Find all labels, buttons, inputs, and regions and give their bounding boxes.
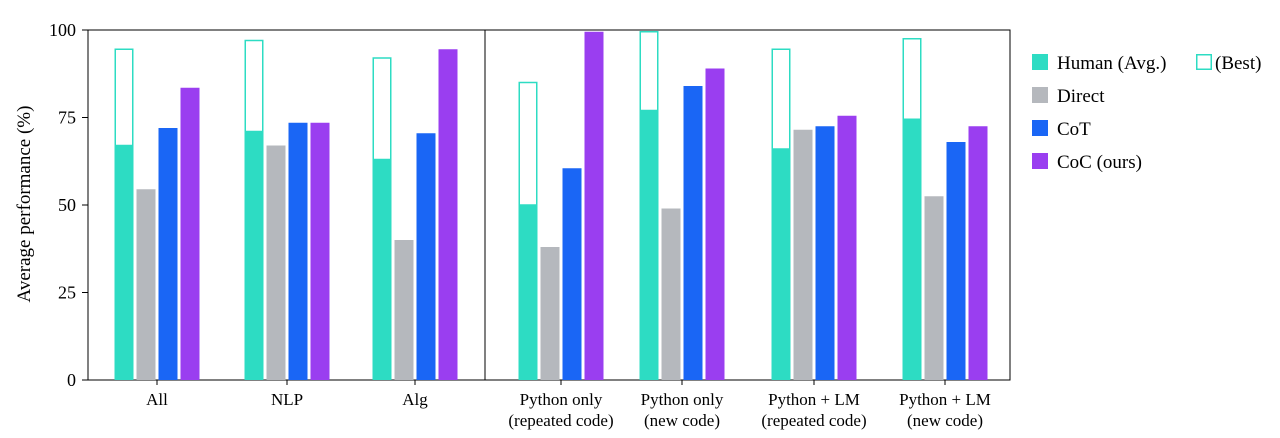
bar (540, 247, 560, 380)
bar-group (518, 31, 604, 380)
legend-label: Direct (1057, 86, 1105, 107)
bar (244, 131, 264, 380)
legend-item: Direct (1032, 86, 1105, 107)
bar (288, 122, 308, 380)
legend-swatch (1032, 120, 1048, 136)
y-tick-label: 75 (58, 108, 76, 128)
bar-best (902, 38, 922, 120)
x-tick-label: Python only (repeated code) (508, 390, 613, 430)
bar-group (902, 38, 988, 380)
bar (438, 49, 458, 380)
bar-group (244, 39, 330, 380)
bar (310, 122, 330, 380)
bar-best (771, 48, 791, 150)
bar (902, 119, 922, 380)
bars (114, 31, 988, 380)
legend-label-best: (Best) (1215, 53, 1261, 74)
bar (946, 142, 966, 380)
bar (924, 196, 944, 380)
bar (372, 159, 392, 380)
bar (639, 110, 659, 380)
x-tick-label: NLP (271, 390, 303, 409)
bar (837, 115, 857, 380)
x-tick-label: Python + LM (new code) (899, 390, 991, 430)
bar (518, 205, 538, 380)
bar-best (114, 48, 134, 147)
legend-item: CoC (ours) (1032, 152, 1142, 173)
legend-swatch (1032, 54, 1048, 70)
legend: Human (Avg.) (Best) Direct CoT CoC (ours) (1032, 53, 1261, 173)
bar-group (372, 49, 458, 380)
bar (815, 126, 835, 380)
y-tick-label: 0 (67, 370, 76, 390)
bar (584, 31, 604, 380)
bar (771, 149, 791, 380)
x-axis: All NLP Alg Python only (repeated code) Pytho… (146, 380, 991, 430)
y-tick-label: 50 (58, 195, 76, 215)
bar-best (372, 57, 392, 161)
bar (416, 133, 436, 380)
x-tick-label: Python only (new code) (641, 390, 724, 430)
bar (968, 126, 988, 380)
bar (180, 87, 200, 380)
bar-best (244, 39, 264, 133)
bar (394, 240, 414, 380)
legend-item: Human (Avg.) (Best) (1032, 53, 1261, 74)
legend-swatch (1032, 87, 1048, 103)
bar (136, 189, 156, 380)
legend-item: CoT (1032, 119, 1091, 140)
bar (683, 86, 703, 380)
x-tick-label: All (146, 390, 168, 409)
bar-best (639, 31, 659, 112)
legend-label: CoC (ours) (1057, 152, 1142, 173)
legend-label: CoT (1057, 119, 1091, 140)
y-tick-label: 25 (58, 283, 76, 303)
bar (158, 128, 178, 380)
y-axis-title: Average performance (%) (14, 106, 35, 303)
legend-label: Human (Avg.) (1057, 53, 1166, 74)
bar-best (518, 81, 538, 206)
bar (266, 145, 286, 380)
legend-swatch (1032, 153, 1048, 169)
bar (705, 68, 725, 380)
bar (562, 168, 582, 380)
bar-group (114, 48, 200, 380)
bar (114, 145, 134, 380)
bar-group (771, 48, 857, 380)
y-axis: 0 25 50 75 100 (49, 20, 88, 390)
bar (793, 129, 813, 380)
x-tick-label: Python + LM (repeated code) (761, 390, 866, 430)
legend-swatch-best (1196, 54, 1212, 70)
bar (661, 208, 681, 380)
y-tick-label: 100 (49, 20, 76, 40)
x-tick-label: Alg (402, 390, 428, 409)
bar-group (639, 31, 725, 380)
